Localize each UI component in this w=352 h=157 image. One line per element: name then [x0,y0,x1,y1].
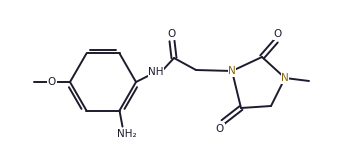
Text: O: O [168,29,176,39]
Text: O: O [274,29,282,39]
Text: N: N [228,66,236,76]
Text: O: O [48,77,56,87]
Text: N: N [281,73,289,83]
Text: NH₂: NH₂ [117,129,136,139]
Text: O: O [216,124,224,134]
Text: NH: NH [148,67,164,77]
